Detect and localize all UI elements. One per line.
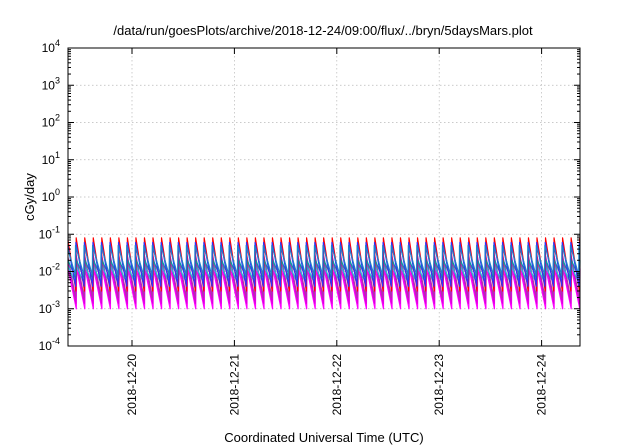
axes: 10-4 10-3 10-2 10-1 100 101 102 103 104 2018-12-2… [39, 38, 580, 415]
series-line-5 [67, 237, 581, 292]
series-line-6 [67, 241, 581, 287]
y-tick-label: 101 [42, 150, 60, 167]
x-axis-label: Coordinated Universal Time (UTC) [224, 430, 423, 445]
plot-series [67, 237, 581, 310]
x-tick-label: 2018-12-23 [432, 354, 446, 416]
x-tick-label: 2018-12-20 [125, 354, 139, 416]
x-tick-label: 2018-12-24 [535, 354, 549, 416]
x-tick-label: 2018-12-22 [330, 354, 344, 416]
y-axis-label: cGy/day [22, 173, 37, 221]
x-tick-label: 2018-12-21 [227, 354, 241, 416]
y-tick-label: 104 [42, 38, 60, 55]
y-tick-label: 102 [42, 113, 60, 130]
y-tick-label: 10-1 [39, 224, 60, 241]
y-tick-label: 10-4 [39, 336, 60, 353]
plot-frame [67, 47, 581, 347]
y-tick-label: 100 [42, 187, 60, 204]
y-tick-label: 103 [42, 75, 60, 92]
y-tick-label: 10-3 [39, 299, 60, 316]
series-line-7 [67, 244, 581, 276]
chart-title: /data/run/goesPlots/archive/2018-12-24/0… [113, 23, 533, 38]
y-tick-label: 10-2 [39, 262, 60, 279]
